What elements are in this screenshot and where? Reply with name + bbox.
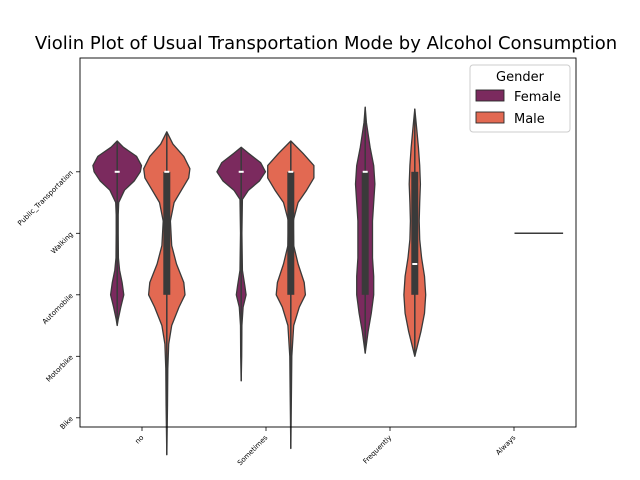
iqr-box-male-frequently (411, 171, 419, 295)
legend-label-male: Male (514, 112, 545, 127)
x-tick-label: no (134, 434, 146, 446)
iqr-box-male-no (163, 171, 171, 295)
plot-frame (79, 57, 577, 428)
legend-label-female: Female (514, 90, 561, 105)
legend: Gender Female Male (469, 64, 571, 133)
legend-swatch-female (475, 89, 505, 102)
iqr-box-female-frequently (361, 171, 369, 295)
iqr-box-male-sometimes (287, 171, 295, 295)
legend-swatch-male (475, 111, 505, 124)
chart-title: Violin Plot of Usual Transportation Mode… (35, 33, 617, 54)
legend-title: Gender (496, 70, 545, 85)
